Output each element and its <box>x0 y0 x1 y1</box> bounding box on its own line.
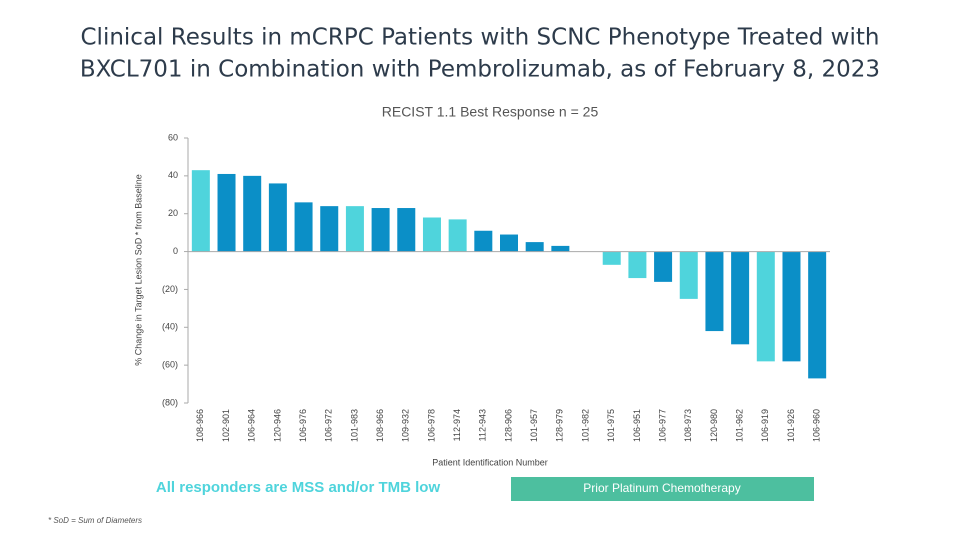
footnote: * SoD = Sum of Diameters <box>48 516 142 525</box>
x-tick-label: 128-906 <box>503 409 513 442</box>
bar <box>320 206 339 252</box>
bar <box>756 251 775 362</box>
x-tick-label: 108-973 <box>683 409 693 442</box>
x-tick-label: 106-951 <box>632 409 642 442</box>
bar <box>294 202 313 252</box>
x-tick-label: 106-919 <box>760 409 770 442</box>
x-tick-label: 102-901 <box>221 409 231 442</box>
x-tick-label: 106-977 <box>657 409 667 442</box>
x-tick-label: 106-960 <box>812 409 822 442</box>
x-tick-label: 101-982 <box>580 409 590 442</box>
bar <box>448 219 467 252</box>
y-tick-label: (60) <box>162 360 178 370</box>
bar <box>782 251 801 362</box>
x-tick-label: 120-980 <box>709 409 719 442</box>
chart-title: BXCL701 in Combination with Pembrolizuma… <box>80 57 880 83</box>
x-tick-label: 109-932 <box>401 409 411 442</box>
x-tick-label: 101-926 <box>786 409 796 442</box>
y-tick-label: 40 <box>168 170 178 180</box>
chart-subtitle: RECIST 1.1 Best Response n = 25 <box>382 104 599 120</box>
bar <box>731 251 750 345</box>
x-tick-label: 106-976 <box>298 409 308 442</box>
bar <box>422 217 441 252</box>
x-tick-label: 108-966 <box>195 409 205 442</box>
bar <box>602 251 621 265</box>
bar <box>500 234 518 252</box>
x-tick-label: 128-979 <box>555 409 565 442</box>
y-tick-label: (20) <box>162 284 178 294</box>
bar <box>679 251 698 299</box>
bar <box>243 175 262 252</box>
annotation: Prior Platinum Chemotherapy <box>583 481 740 495</box>
y-tick-label: 60 <box>168 132 178 142</box>
x-axis-label: Patient Identification Number <box>432 457 548 467</box>
bar <box>191 170 210 252</box>
y-tick-label: (40) <box>162 322 178 332</box>
bar <box>397 208 416 252</box>
bar <box>654 251 673 282</box>
x-tick-label: 101-957 <box>529 409 539 442</box>
annotation: All responders are MSS and/or TMB low <box>156 479 441 496</box>
x-tick-label: 101-983 <box>349 409 359 442</box>
bar <box>808 251 827 379</box>
x-tick-label: 106-978 <box>426 409 436 442</box>
bar <box>217 173 236 252</box>
y-tick-label: (80) <box>162 397 178 407</box>
y-tick-label: 0 <box>173 246 178 256</box>
bar <box>705 251 724 332</box>
bar <box>371 208 390 252</box>
x-tick-label: 101-975 <box>606 409 616 442</box>
bar <box>628 251 647 279</box>
bar <box>345 206 364 252</box>
bar <box>474 230 493 252</box>
bar <box>525 242 544 252</box>
y-axis-label: % Change in Target Lesion SoD * from Bas… <box>133 174 143 365</box>
x-tick-label: 120-946 <box>272 409 282 442</box>
annotation-box <box>511 477 814 501</box>
y-tick-label: 20 <box>168 208 178 218</box>
bar <box>268 183 287 252</box>
x-tick-label: 101-962 <box>734 409 744 442</box>
x-tick-label: 106-964 <box>247 409 257 442</box>
x-tick-label: 106-972 <box>324 409 334 442</box>
chart-title: Clinical Results in mCRPC Patients with … <box>81 25 880 51</box>
bar <box>551 245 570 252</box>
x-tick-label: 112-974 <box>452 409 462 441</box>
x-tick-label: 108-966 <box>375 409 385 442</box>
x-tick-label: 112-943 <box>478 409 488 441</box>
